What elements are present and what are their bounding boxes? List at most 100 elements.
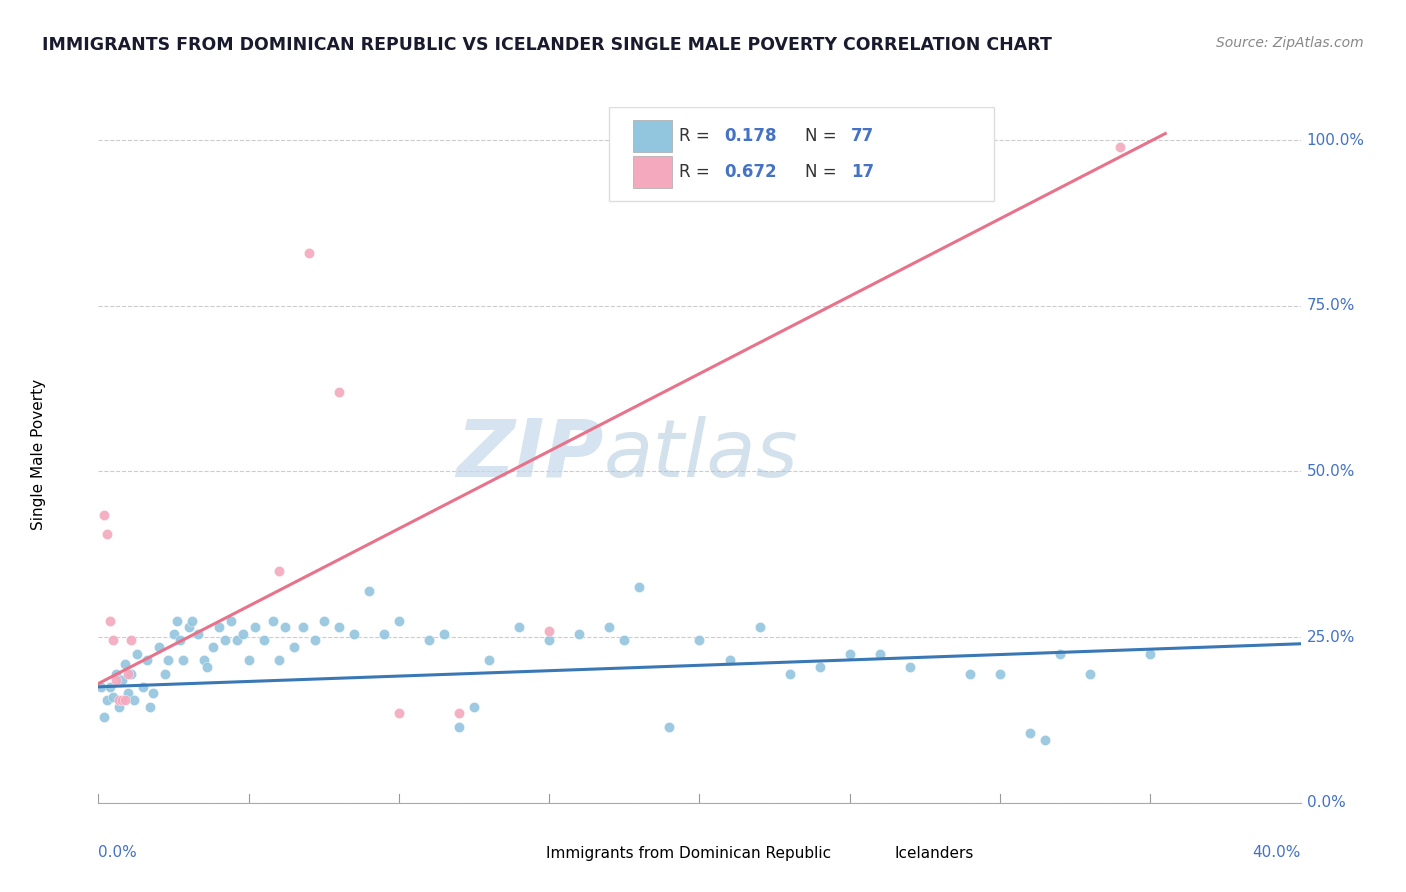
Point bbox=[166, 614, 188, 628]
Text: N =: N = bbox=[806, 128, 842, 145]
Point bbox=[688, 633, 710, 648]
Point bbox=[121, 666, 143, 681]
Point bbox=[187, 627, 209, 641]
Point bbox=[162, 627, 184, 641]
Point bbox=[463, 699, 485, 714]
Point bbox=[959, 666, 981, 681]
Point bbox=[103, 690, 125, 704]
Point bbox=[225, 633, 247, 648]
Point bbox=[111, 693, 134, 707]
FancyBboxPatch shape bbox=[853, 842, 887, 865]
Point bbox=[808, 660, 831, 674]
Point bbox=[100, 680, 122, 694]
Point bbox=[447, 720, 470, 734]
Text: 50.0%: 50.0% bbox=[1306, 464, 1355, 479]
Point bbox=[201, 640, 224, 654]
Point bbox=[127, 647, 149, 661]
Text: Immigrants from Dominican Republic: Immigrants from Dominican Republic bbox=[546, 847, 831, 861]
Point bbox=[124, 693, 146, 707]
FancyBboxPatch shape bbox=[633, 120, 672, 153]
Point bbox=[90, 680, 112, 694]
Point bbox=[418, 633, 440, 648]
Point bbox=[195, 660, 218, 674]
Point bbox=[232, 627, 254, 641]
Point bbox=[538, 633, 561, 648]
Point bbox=[869, 647, 891, 661]
Point bbox=[114, 693, 136, 707]
Text: 40.0%: 40.0% bbox=[1253, 845, 1301, 860]
Point bbox=[343, 627, 366, 641]
Text: R =: R = bbox=[679, 162, 716, 180]
Point bbox=[508, 620, 530, 634]
Text: Single Male Poverty: Single Male Poverty bbox=[31, 379, 46, 531]
FancyBboxPatch shape bbox=[633, 155, 672, 187]
Text: 17: 17 bbox=[851, 162, 875, 180]
Text: ZIP: ZIP bbox=[456, 416, 603, 494]
Point bbox=[114, 657, 136, 671]
Point bbox=[93, 508, 115, 522]
Text: atlas: atlas bbox=[603, 416, 799, 494]
Text: 75.0%: 75.0% bbox=[1306, 298, 1355, 313]
Point bbox=[208, 620, 231, 634]
Point bbox=[298, 245, 321, 260]
Text: 0.672: 0.672 bbox=[724, 162, 778, 180]
Point bbox=[96, 527, 118, 541]
Point bbox=[243, 620, 266, 634]
Point bbox=[658, 720, 681, 734]
Point bbox=[138, 699, 160, 714]
Point bbox=[373, 627, 395, 641]
Point bbox=[177, 620, 200, 634]
Point bbox=[169, 633, 191, 648]
Point bbox=[111, 673, 134, 688]
Point bbox=[108, 699, 131, 714]
Point bbox=[141, 686, 163, 700]
Point bbox=[267, 653, 290, 667]
Point bbox=[121, 633, 143, 648]
Point bbox=[388, 706, 411, 721]
Point bbox=[96, 693, 118, 707]
Point bbox=[253, 633, 276, 648]
Point bbox=[153, 666, 176, 681]
Point bbox=[108, 693, 131, 707]
Point bbox=[447, 706, 470, 721]
Point bbox=[357, 583, 380, 598]
Point bbox=[538, 624, 561, 638]
Point bbox=[779, 666, 801, 681]
Text: 0.178: 0.178 bbox=[724, 128, 778, 145]
Point bbox=[1109, 140, 1132, 154]
Point bbox=[1078, 666, 1101, 681]
Text: 0.0%: 0.0% bbox=[98, 845, 138, 860]
Point bbox=[613, 633, 636, 648]
Point bbox=[291, 620, 314, 634]
FancyBboxPatch shape bbox=[505, 842, 538, 865]
Point bbox=[132, 680, 155, 694]
Point bbox=[103, 633, 125, 648]
Point bbox=[156, 653, 179, 667]
Point bbox=[274, 620, 297, 634]
Text: 100.0%: 100.0% bbox=[1306, 133, 1365, 148]
Point bbox=[388, 614, 411, 628]
Point bbox=[312, 614, 335, 628]
Point bbox=[180, 614, 202, 628]
Point bbox=[628, 581, 651, 595]
Text: 77: 77 bbox=[851, 128, 875, 145]
Point bbox=[262, 614, 284, 628]
Point bbox=[838, 647, 860, 661]
Point bbox=[748, 620, 770, 634]
Point bbox=[1139, 647, 1161, 661]
Point bbox=[433, 627, 456, 641]
Text: Icelanders: Icelanders bbox=[894, 847, 973, 861]
Point bbox=[988, 666, 1011, 681]
Point bbox=[135, 653, 157, 667]
Point bbox=[148, 640, 170, 654]
Text: Source: ZipAtlas.com: Source: ZipAtlas.com bbox=[1216, 36, 1364, 50]
Point bbox=[478, 653, 501, 667]
Point bbox=[172, 653, 194, 667]
Text: 0.0%: 0.0% bbox=[1306, 796, 1346, 810]
Point bbox=[267, 564, 290, 578]
Point bbox=[219, 614, 242, 628]
Text: N =: N = bbox=[806, 162, 842, 180]
Text: IMMIGRANTS FROM DOMINICAN REPUBLIC VS ICELANDER SINGLE MALE POVERTY CORRELATION : IMMIGRANTS FROM DOMINICAN REPUBLIC VS IC… bbox=[42, 36, 1052, 54]
Point bbox=[1033, 732, 1056, 747]
Text: 25.0%: 25.0% bbox=[1306, 630, 1355, 645]
